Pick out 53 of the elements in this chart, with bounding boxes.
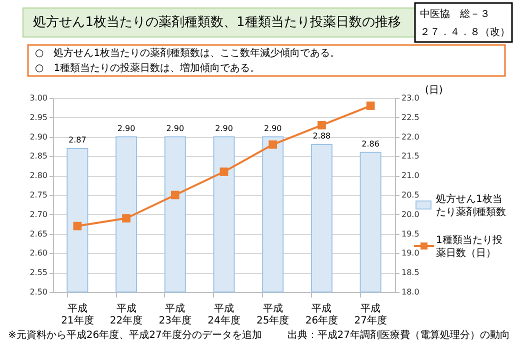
text: ※元資料から平成26年度、平成27年度分のデータを追加 <box>8 329 262 340</box>
y2-tick-label: 22.0 <box>402 132 420 142</box>
text: ○ 処方せん1枚当たりの薬剤種類数は、ここ数年減少傾向である。 <box>35 47 340 59</box>
y-tick-label: 2.90 <box>30 132 48 142</box>
y2-tick-label: 18.5 <box>402 268 420 278</box>
x-tick-label: 平成24年度 <box>208 302 240 326</box>
y-tick-label: 2.70 <box>30 210 48 219</box>
y-tick-label: 2.60 <box>30 248 48 258</box>
text: ○ 1種類当たりの投薬日数は、増加傾向である。 <box>35 62 260 74</box>
y2-axis-title: (日) <box>425 85 443 96</box>
source-note: 出典：平成27年調剤医療費（電算処理分）の動向 <box>287 329 510 340</box>
y2-tick-label: 23.0 <box>402 94 420 102</box>
point <box>73 222 82 230</box>
point <box>268 140 278 149</box>
x-tick-label: 平成26年度 <box>305 302 338 326</box>
x-tick-label: 平成27年度 <box>354 302 387 326</box>
x-tick-label: 平成21年度 <box>61 302 94 326</box>
x-tick-label: 平成22年度 <box>110 302 143 326</box>
y2-tick-label: 21.0 <box>402 171 420 180</box>
y2-tick-label: 18.0 <box>402 288 420 296</box>
y-tick-label: 2.50 <box>30 288 48 296</box>
data-label: 2.88 <box>312 132 331 141</box>
point <box>122 214 130 222</box>
y2-tick-label: 19.5 <box>402 229 420 238</box>
y-tick-label: 2.80 <box>30 171 48 180</box>
data-label: 2.90 <box>215 124 233 133</box>
text: 中医協 総－３ <box>420 8 490 20</box>
y-tick-label: 3.00 <box>30 94 48 102</box>
y2-tick-label: 20.0 <box>402 210 420 219</box>
point <box>318 120 326 130</box>
x-tick-label: 平成25年度 <box>256 302 290 326</box>
data-label: 2.90 <box>117 124 136 133</box>
data-label: 2.87 <box>68 135 86 144</box>
y2-tick-label: 22.5 <box>402 112 420 122</box>
data-label: 2.90 <box>166 124 184 133</box>
y2-tick-label: 20.5 <box>402 190 420 200</box>
y-tick-label: 2.55 <box>30 268 48 278</box>
chart-title: 処方せん1枚当たりの薬剤種類数、1種類当たり投薬日数の推移 <box>33 14 401 30</box>
y-tick-label: 2.75 <box>30 190 48 200</box>
y-tick-label: 2.65 <box>30 229 48 238</box>
x-tick-label: 平成23年度 <box>158 302 192 326</box>
legend-label: 処方せん1枚当たり薬剤種類数 <box>436 193 506 218</box>
y-tick-label: 2.85 <box>30 152 48 161</box>
legend-label: 1種類当たり投薬日数（日） <box>436 234 502 259</box>
text: ２７．４．８（改） <box>420 27 510 38</box>
y-tick-label: 2.95 <box>30 112 48 122</box>
point <box>366 102 375 110</box>
y2-tick-label: 19.0 <box>402 248 420 258</box>
y2-tick-label: 21.5 <box>402 152 420 161</box>
point <box>220 168 228 176</box>
point <box>170 190 180 200</box>
data-label: 2.90 <box>264 124 282 133</box>
data-label: 2.86 <box>362 139 380 148</box>
